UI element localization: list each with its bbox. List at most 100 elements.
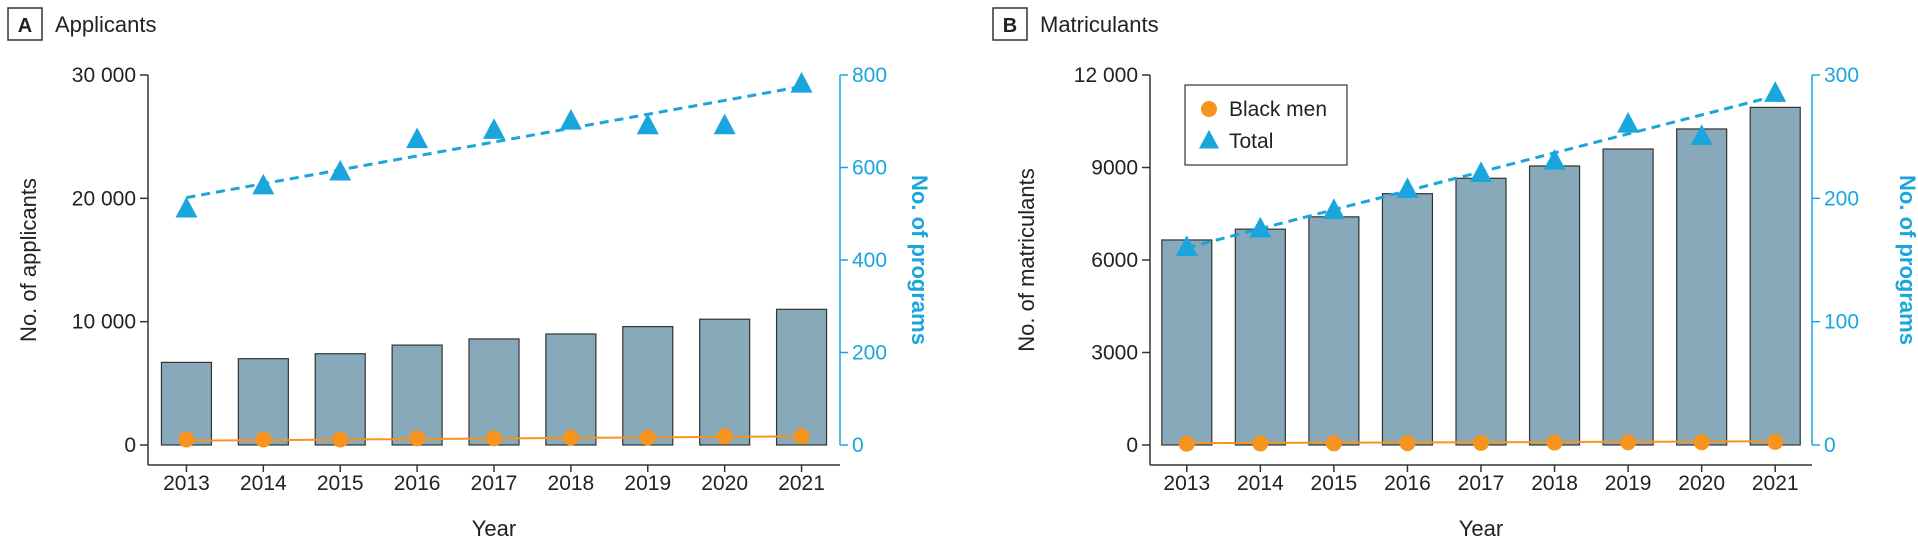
x-tick-label-2017: 2017 xyxy=(471,472,518,495)
panel-title: Matriculants xyxy=(1040,12,1159,37)
y-tick-label-9000: 9000 xyxy=(1091,157,1138,180)
y2-tick-label-600: 600 xyxy=(852,157,887,180)
x-tick-label-2019: 2019 xyxy=(1605,472,1652,495)
y2-tick-label-0: 0 xyxy=(852,434,864,457)
point-total-2015 xyxy=(329,160,351,181)
y-tick-label-0: 0 xyxy=(1126,434,1138,457)
panel-letter: B xyxy=(1003,15,1017,37)
y-tick-label-10000: 10 000 xyxy=(72,311,136,334)
y2-tick-label-0: 0 xyxy=(1824,434,1836,457)
x-tick-label-2017: 2017 xyxy=(1458,472,1505,495)
point-black-men-2018 xyxy=(563,430,579,446)
bar-2015 xyxy=(1309,217,1359,445)
point-total-2019 xyxy=(637,114,659,135)
point-total-2021 xyxy=(791,72,813,93)
panel-a: A Applicants 0 10 000 20 000 30 000 0 200 400 600… xyxy=(8,8,932,541)
bar-2016 xyxy=(392,345,442,445)
chart-figure-svg: A Applicants 0 10 000 20 000 30 000 0 200 400 600… xyxy=(0,0,1918,546)
x-tick-label-2015: 2015 xyxy=(317,472,364,495)
point-black-men-2013 xyxy=(178,431,194,447)
y2-axis-label: No. of programs xyxy=(907,175,932,345)
bar-2014 xyxy=(1235,229,1285,445)
point-total-2014 xyxy=(252,174,274,195)
panel-title: Applicants xyxy=(55,12,157,37)
point-black-men-2015 xyxy=(1326,435,1342,451)
point-black-men-2018 xyxy=(1547,435,1563,451)
bar-2017 xyxy=(1456,178,1506,445)
point-black-men-2017 xyxy=(486,430,502,446)
point-total-2013 xyxy=(175,197,197,218)
x-tick-label-2014: 2014 xyxy=(1237,472,1284,495)
legend: Black men Total xyxy=(1185,85,1347,165)
trendline-total xyxy=(186,87,801,198)
point-total-2017 xyxy=(1470,161,1492,182)
bar-2018 xyxy=(546,334,596,445)
point-black-men-2015 xyxy=(332,431,348,447)
y-tick-label-6000: 6000 xyxy=(1091,249,1138,272)
x-tick-label-2015: 2015 xyxy=(1311,472,1358,495)
bar-2019 xyxy=(1603,149,1653,445)
point-black-men-2013 xyxy=(1179,436,1195,452)
x-tick-label-2018: 2018 xyxy=(1531,472,1578,495)
bar-2021 xyxy=(1750,107,1800,445)
x-axis-label: Year xyxy=(1459,516,1503,541)
y-tick-label-0: 0 xyxy=(124,434,136,457)
legend-box xyxy=(1185,85,1347,165)
legend-label-total: Total xyxy=(1229,130,1273,153)
point-black-men-2021 xyxy=(794,428,810,444)
point-total-2016 xyxy=(1396,177,1418,198)
y-axis-label: No. of matriculants xyxy=(1014,168,1039,351)
y-axis-label: No. of applicants xyxy=(16,178,41,342)
y2-tick-label-100: 100 xyxy=(1824,311,1859,334)
point-black-men-2020 xyxy=(1694,434,1710,450)
point-total-2018 xyxy=(560,109,582,130)
bar-2019 xyxy=(623,327,673,445)
x-tick-label-2013: 2013 xyxy=(163,472,210,495)
x-tick-label-2014: 2014 xyxy=(240,472,287,495)
bar-2020 xyxy=(700,319,750,445)
panel-letter: A xyxy=(18,15,32,37)
y2-tick-label-300: 300 xyxy=(1824,64,1859,87)
point-total-2018 xyxy=(1544,149,1566,170)
y-tick-label-3000: 3000 xyxy=(1091,342,1138,365)
y2-tick-label-400: 400 xyxy=(852,249,887,272)
bar-2015 xyxy=(315,354,365,445)
y-tick-label-12000: 12 000 xyxy=(1074,64,1138,87)
point-total-2020 xyxy=(714,114,736,135)
x-tick-label-2016: 2016 xyxy=(1384,472,1431,495)
point-black-men-2019 xyxy=(640,430,656,446)
y2-tick-label-200: 200 xyxy=(852,342,887,365)
x-axis-label: Year xyxy=(472,516,516,541)
x-tick-label-2019: 2019 xyxy=(624,472,671,495)
y2-axis-label: No. of programs xyxy=(1895,175,1918,345)
point-total-2019 xyxy=(1617,112,1639,133)
point-black-men-2014 xyxy=(1252,435,1268,451)
point-black-men-2020 xyxy=(717,428,733,444)
y2-tick-label-800: 800 xyxy=(852,64,887,87)
point-black-men-2016 xyxy=(409,430,425,446)
panel-b: B Matriculants 0 3000 6000 9000 12 000 0 100 200 3… xyxy=(993,8,1918,541)
point-black-men-2021 xyxy=(1767,434,1783,450)
bar-2013 xyxy=(1162,240,1212,445)
figure: A Applicants 0 10 000 20 000 30 000 0 200 400 600… xyxy=(0,0,1918,546)
point-black-men-2017 xyxy=(1473,435,1489,451)
y-tick-label-20000: 20 000 xyxy=(72,187,136,210)
point-total-2016 xyxy=(406,127,428,148)
x-tick-label-2016: 2016 xyxy=(394,472,441,495)
point-total-2015 xyxy=(1323,198,1345,219)
bar-2021 xyxy=(777,309,827,445)
legend-swatch-black-men xyxy=(1201,101,1217,117)
point-black-men-2019 xyxy=(1620,434,1636,450)
x-tick-label-2021: 2021 xyxy=(778,472,825,495)
bar-2017 xyxy=(469,339,519,445)
y-tick-label-30000: 30 000 xyxy=(72,64,136,87)
bar-2016 xyxy=(1382,194,1432,445)
point-black-men-2014 xyxy=(255,431,271,447)
y2-tick-label-200: 200 xyxy=(1824,187,1859,210)
legend-label-black-men: Black men xyxy=(1229,98,1327,121)
x-tick-label-2021: 2021 xyxy=(1752,472,1799,495)
x-tick-label-2020: 2020 xyxy=(701,472,748,495)
point-black-men-2016 xyxy=(1399,435,1415,451)
x-tick-label-2018: 2018 xyxy=(548,472,595,495)
point-total-2017 xyxy=(483,118,505,139)
